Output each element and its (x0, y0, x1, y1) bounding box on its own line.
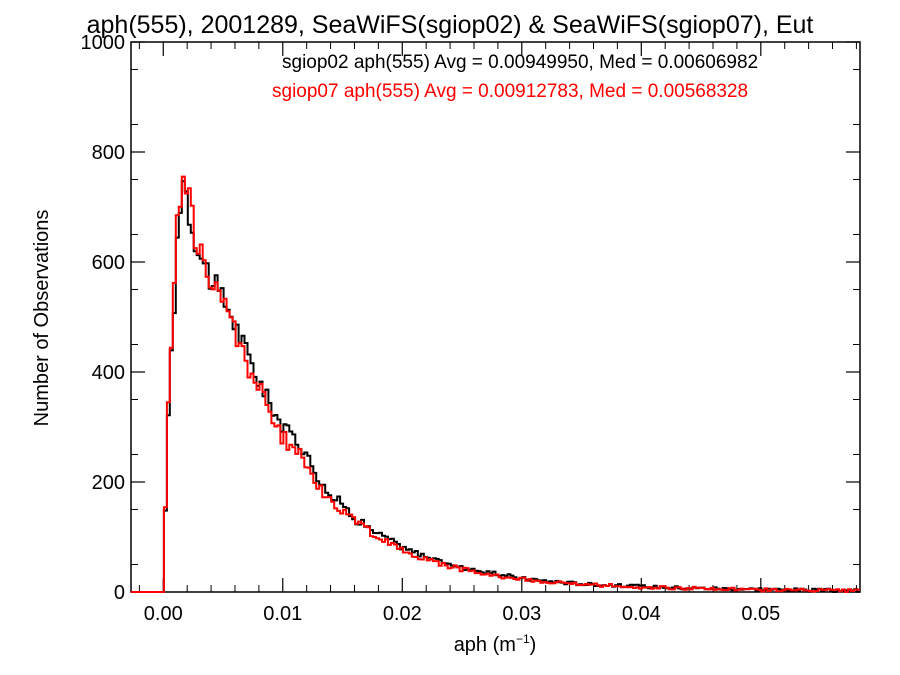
y-tick-label: 0 (114, 582, 125, 604)
y-axis-label: Number of Observations (31, 210, 53, 427)
chart-title: aph(555), 2001289, SeaWiFS(sgiop02) & Se… (87, 11, 814, 39)
series-sgiop07 (131, 175, 860, 593)
plot-frame (130, 41, 861, 593)
x-tick-label: 0.03 (502, 603, 541, 625)
x-tick-label: 0.02 (383, 603, 422, 625)
y-tick-label: 200 (92, 472, 125, 494)
y-tick-label: 600 (92, 252, 125, 274)
series-sgiop02 (131, 180, 860, 593)
x-axis-label-end: ) (530, 634, 537, 656)
x-tick-label: 0.00 (144, 603, 183, 625)
x-tick-label: 0.04 (622, 603, 661, 625)
y-tick-label: 800 (92, 142, 125, 164)
x-tick-label: 0.01 (263, 603, 302, 625)
x-axis-label: aph (m−1) (454, 632, 537, 656)
y-tick-label: 1000 (81, 32, 126, 54)
series-group (131, 175, 860, 593)
x-axis-label-sup: −1 (516, 632, 530, 646)
legend-sgiop07: sgiop07 aph(555) Avg = 0.00912783, Med =… (272, 81, 748, 102)
x-tick-label: 0.05 (741, 603, 780, 625)
legend-sgiop02: sgiop02 aph(555) Avg = 0.00949950, Med =… (282, 52, 758, 73)
x-axis-label-base: aph (m (454, 634, 516, 656)
y-tick-label: 400 (92, 362, 125, 384)
plot-area: 0 200 400 600 800 1000 0.00 0.01 0.02 0.03 0.04 0.0… (81, 32, 861, 625)
